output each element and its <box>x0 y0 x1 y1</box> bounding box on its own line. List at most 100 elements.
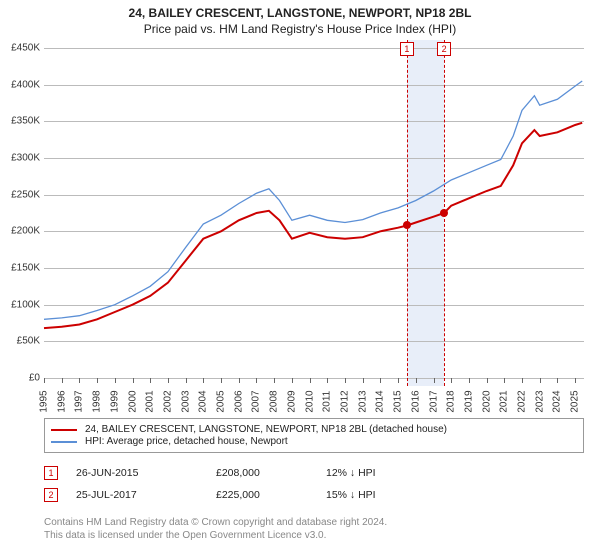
x-tick <box>575 378 576 383</box>
x-tick <box>434 378 435 383</box>
x-tick <box>416 378 417 383</box>
chart-title-address: 24, BAILEY CRESCENT, LANGSTONE, NEWPORT,… <box>0 6 600 20</box>
gridline <box>44 378 584 379</box>
y-axis-label: £50K <box>17 336 40 347</box>
legend-label: HPI: Average price, detached house, Newp… <box>85 436 288 447</box>
x-tick <box>79 378 80 383</box>
x-tick <box>345 378 346 383</box>
sale-row: 1 26-JUN-2015£208,00012% ↓ HPI <box>44 462 584 484</box>
x-tick <box>327 378 328 383</box>
x-tick <box>380 378 381 383</box>
x-axis-label: 2023 <box>534 390 545 412</box>
sale-row: 225-JUL-2017£225,00015% ↓ HPI <box>44 484 584 506</box>
x-tick <box>203 378 204 383</box>
x-tick <box>115 378 116 383</box>
sale-row-vs-hpi: 12% ↓ HPI <box>326 467 456 479</box>
x-axis-label: 2016 <box>410 390 421 412</box>
data-attribution: Contains HM Land Registry data © Crown c… <box>44 516 584 542</box>
x-axis-label: 2007 <box>251 390 262 412</box>
x-axis-label: 2009 <box>286 390 297 412</box>
y-axis-label: £400K <box>11 79 40 90</box>
y-axis-label: £450K <box>11 43 40 54</box>
x-axis-label: 2013 <box>357 390 368 412</box>
sale-row-date: 25-JUL-2017 <box>76 489 216 501</box>
x-tick <box>168 378 169 383</box>
legend-label: 24, BAILEY CRESCENT, LANGSTONE, NEWPORT,… <box>85 424 447 435</box>
x-tick <box>557 378 558 383</box>
x-axis-label: 2015 <box>393 390 404 412</box>
x-axis-label: 2019 <box>463 390 474 412</box>
x-tick <box>44 378 45 383</box>
legend-item: HPI: Average price, detached house, Newp… <box>51 436 577 447</box>
x-tick <box>469 378 470 383</box>
x-tick <box>292 378 293 383</box>
x-axis-label: 2012 <box>339 390 350 412</box>
x-axis-label: 2006 <box>233 390 244 412</box>
sale-row-price: £225,000 <box>216 489 326 501</box>
x-axis-label: 2005 <box>216 390 227 412</box>
x-tick <box>540 378 541 383</box>
x-axis-label: 1995 <box>39 390 50 412</box>
sale-row-price: £208,000 <box>216 467 326 479</box>
x-axis-label: 2020 <box>481 390 492 412</box>
sale-marker-table: 1 26-JUN-2015£208,00012% ↓ HPI 2 25-JUL-201… <box>44 462 584 506</box>
legend-item: 24, BAILEY CRESCENT, LANGSTONE, NEWPORT,… <box>51 424 577 435</box>
x-axis-label: 2003 <box>180 390 191 412</box>
x-tick <box>398 378 399 383</box>
legend-swatch <box>51 441 77 443</box>
sale-row-number: 1 <box>44 466 58 480</box>
x-axis-label: 2001 <box>145 390 156 412</box>
x-axis-label: 2004 <box>198 390 209 412</box>
x-axis-label: 2002 <box>162 390 173 412</box>
x-tick <box>133 378 134 383</box>
x-axis-label: 2014 <box>375 390 386 412</box>
x-tick <box>274 378 275 383</box>
x-tick <box>487 378 488 383</box>
x-tick <box>310 378 311 383</box>
y-axis-label: £100K <box>11 299 40 310</box>
x-tick <box>504 378 505 383</box>
x-axis-label: 2024 <box>552 390 563 412</box>
y-axis-label: £350K <box>11 116 40 127</box>
x-axis-label: 2010 <box>304 390 315 412</box>
x-axis-label: 2008 <box>269 390 280 412</box>
x-axis-label: 2000 <box>127 390 138 412</box>
y-axis-label: £0 <box>29 373 40 384</box>
chart-subtitle: Price paid vs. HM Land Registry's House … <box>0 22 600 36</box>
x-axis-label: 2022 <box>517 390 528 412</box>
x-axis-label: 2025 <box>570 390 581 412</box>
y-axis-label: £300K <box>11 153 40 164</box>
x-tick <box>451 378 452 383</box>
x-axis-label: 2017 <box>428 390 439 412</box>
series-hpi <box>44 81 582 319</box>
footnote-line: This data is licensed under the Open Gov… <box>44 529 584 542</box>
x-tick <box>363 378 364 383</box>
legend-swatch <box>51 429 77 431</box>
x-tick <box>239 378 240 383</box>
x-tick <box>221 378 222 383</box>
series-price_paid <box>44 123 582 328</box>
x-tick <box>522 378 523 383</box>
y-axis-label: £200K <box>11 226 40 237</box>
x-tick <box>62 378 63 383</box>
sale-marker-dot <box>440 209 448 217</box>
x-axis-label: 1997 <box>74 390 85 412</box>
chart-lines <box>44 48 584 378</box>
x-tick <box>256 378 257 383</box>
x-tick <box>97 378 98 383</box>
x-tick <box>150 378 151 383</box>
x-axis-label: 1999 <box>109 390 120 412</box>
x-axis-label: 1998 <box>92 390 103 412</box>
x-axis-label: 2011 <box>322 391 333 413</box>
x-axis-label: 2021 <box>499 390 510 412</box>
chart-title-block: 24, BAILEY CRESCENT, LANGSTONE, NEWPORT,… <box>0 0 600 36</box>
x-tick <box>186 378 187 383</box>
sale-row-date: 26-JUN-2015 <box>76 467 216 479</box>
y-axis-label: £150K <box>11 263 40 274</box>
sale-row-number: 2 <box>44 488 58 502</box>
x-axis-label: 2018 <box>446 390 457 412</box>
chart-legend: 24, BAILEY CRESCENT, LANGSTONE, NEWPORT,… <box>44 418 584 453</box>
footnote-line: Contains HM Land Registry data © Crown c… <box>44 516 584 529</box>
sale-marker-dot <box>403 221 411 229</box>
x-axis-label: 1996 <box>56 390 67 412</box>
